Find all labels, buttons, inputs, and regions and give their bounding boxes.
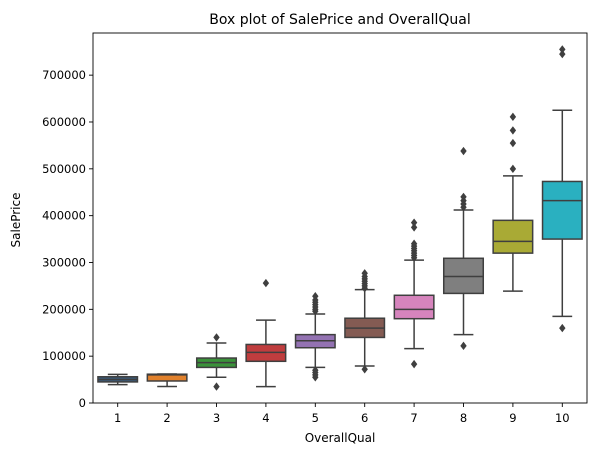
outlier-point bbox=[410, 223, 418, 232]
outlier-point bbox=[509, 138, 517, 148]
x-tick-label: 2 bbox=[163, 411, 170, 425]
outlier-point bbox=[559, 45, 566, 54]
outlier-point bbox=[509, 164, 517, 174]
x-tick-label: 7 bbox=[410, 411, 417, 425]
outlier-point bbox=[361, 365, 368, 374]
x-tick-label: 9 bbox=[509, 411, 516, 425]
outlier-point bbox=[410, 218, 418, 227]
box-group-10 bbox=[541, 45, 583, 333]
outlier-point bbox=[410, 359, 418, 369]
box-group-8 bbox=[442, 146, 485, 351]
x-axis-ticks: 1 2 3 4 5 6 7 8 9 10 bbox=[114, 403, 570, 425]
x-axis-label: OverallQual bbox=[305, 431, 376, 445]
x-tick-label: 8 bbox=[460, 411, 467, 425]
box-group-6 bbox=[344, 269, 386, 374]
y-tick-label: 100000 bbox=[42, 349, 86, 363]
box-iqr bbox=[393, 294, 435, 320]
outlier-point bbox=[559, 49, 566, 59]
y-tick-label: 200000 bbox=[42, 302, 86, 316]
box-iqr bbox=[492, 219, 534, 254]
box-iqr bbox=[541, 180, 583, 240]
y-tick-label: 300000 bbox=[42, 255, 86, 269]
x-tick-label: 5 bbox=[312, 411, 319, 425]
chart-title: Box plot of SalePrice and OverallQual bbox=[209, 12, 470, 28]
box-group-2 bbox=[146, 373, 188, 388]
y-tick-label: 500000 bbox=[42, 162, 86, 176]
y-tick-label: 400000 bbox=[42, 209, 86, 223]
outlier-point bbox=[460, 192, 467, 202]
outlier-point bbox=[460, 146, 467, 156]
outlier-point bbox=[262, 278, 270, 288]
x-tick-label: 4 bbox=[262, 411, 269, 425]
outlier-point bbox=[213, 382, 220, 391]
plot-area-frame bbox=[92, 32, 588, 404]
box-series bbox=[97, 45, 583, 391]
x-tick-label: 1 bbox=[114, 411, 121, 425]
outlier-point bbox=[361, 269, 368, 278]
outlier-point bbox=[509, 126, 517, 135]
box-group-7 bbox=[393, 218, 435, 369]
box-group-4 bbox=[245, 278, 287, 388]
y-tick-label: 0 bbox=[79, 396, 86, 410]
x-tick-label: 3 bbox=[213, 411, 220, 425]
y-tick-label: 600000 bbox=[42, 115, 86, 129]
box-group-3 bbox=[195, 333, 238, 391]
x-tick-label: 10 bbox=[555, 411, 570, 425]
outlier-point bbox=[460, 341, 467, 351]
box-group-1 bbox=[97, 373, 139, 386]
y-tick-label: 700000 bbox=[42, 68, 86, 82]
x-tick-label: 6 bbox=[361, 411, 368, 425]
outlier-point bbox=[410, 239, 418, 248]
outlier-point bbox=[312, 292, 319, 301]
box-group-5 bbox=[294, 292, 336, 382]
outlier-point bbox=[213, 333, 220, 342]
y-axis-ticks: 0 100000 200000 300000 400000 500000 600000 700… bbox=[42, 68, 93, 410]
outlier-point bbox=[312, 366, 319, 375]
box-group-9 bbox=[492, 112, 534, 292]
outlier-point bbox=[509, 112, 517, 122]
y-axis-label: SalePrice bbox=[9, 193, 23, 248]
outlier-point bbox=[559, 323, 566, 333]
